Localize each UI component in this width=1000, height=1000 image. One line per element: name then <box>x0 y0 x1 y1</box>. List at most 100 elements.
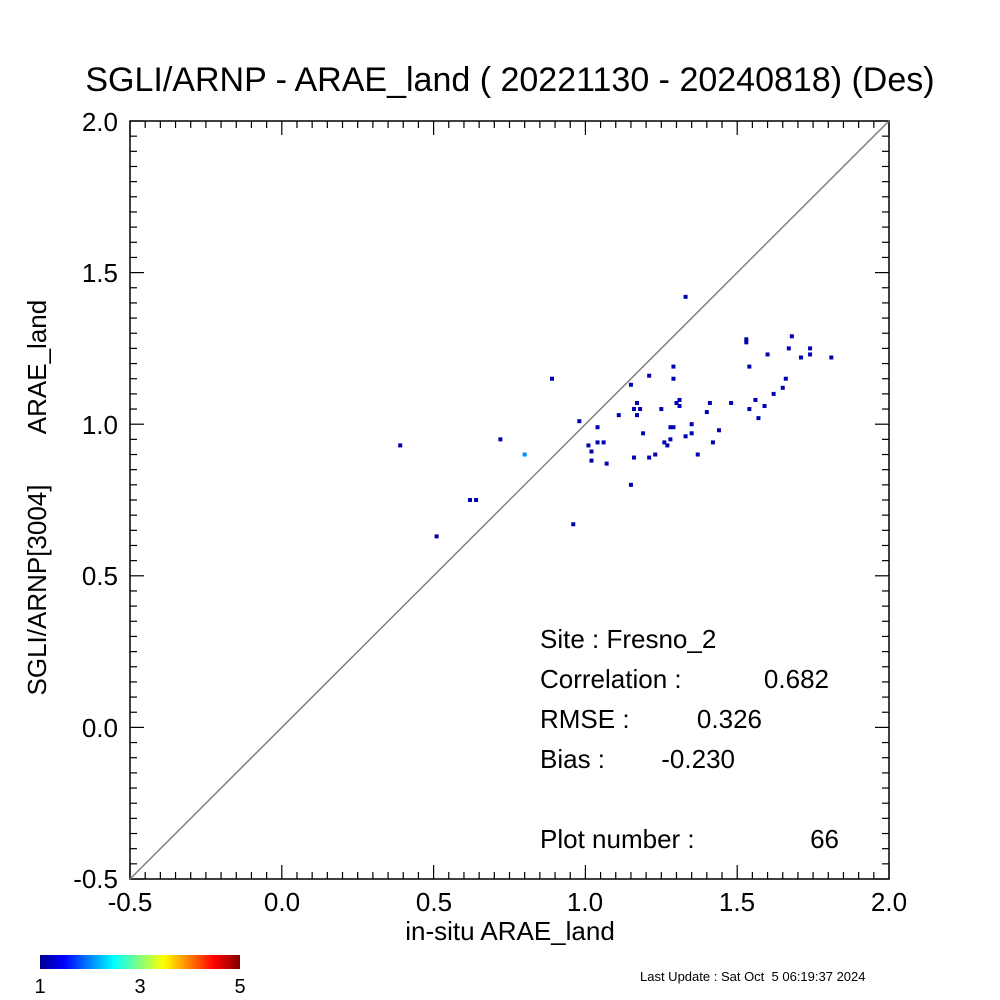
data-point <box>595 425 600 430</box>
data-point <box>474 498 479 502</box>
data-point <box>677 404 682 409</box>
one-to-one-line <box>129 120 890 880</box>
data-point <box>647 373 652 378</box>
data-point <box>695 452 700 457</box>
data-point <box>616 413 621 418</box>
data-point <box>744 337 749 342</box>
plot-number-label: Plot number : <box>540 824 695 854</box>
data-point <box>522 452 527 457</box>
data-point <box>756 416 761 421</box>
data-point <box>753 397 758 402</box>
data-point <box>635 400 640 405</box>
data-points <box>398 294 834 539</box>
data-point <box>683 434 688 439</box>
colorbar-min-label: 1 <box>34 976 45 998</box>
data-point <box>765 352 770 357</box>
data-point <box>747 364 752 369</box>
bias-label: Bias : <box>540 744 605 774</box>
x-tick-label: 1.0 <box>567 887 603 917</box>
chart-title: SGLI/ARNP - ARAE_land ( 20221130 - 20240… <box>85 61 934 99</box>
stats-annotation: Site : Fresno_2 Correlation : 0.682 RMSE… <box>540 624 839 854</box>
y-axis-label-line2: ARAE_land <box>22 300 52 434</box>
data-point <box>744 340 749 345</box>
axis-ticks <box>129 120 890 880</box>
data-point <box>747 407 752 412</box>
y-tick-label: 0.0 <box>82 713 118 743</box>
data-point <box>689 431 694 436</box>
data-point <box>647 455 652 460</box>
x-tick-label: -0.5 <box>108 887 153 917</box>
correlation-label: Correlation : <box>540 664 682 694</box>
data-point <box>808 352 813 357</box>
data-point <box>604 461 609 466</box>
data-point <box>589 458 594 463</box>
data-point <box>468 498 473 502</box>
x-tick-label: 2.0 <box>871 887 907 917</box>
data-point <box>762 404 767 409</box>
correlation-value: 0.682 <box>764 664 829 694</box>
data-point <box>628 382 633 387</box>
data-point <box>674 400 679 405</box>
data-point <box>689 422 694 427</box>
data-point <box>589 449 594 454</box>
site-label: Site : Fresno_2 <box>540 624 716 654</box>
data-point <box>668 425 673 430</box>
data-point <box>665 443 670 448</box>
data-point <box>638 407 643 412</box>
data-point <box>771 391 776 396</box>
data-point <box>628 482 633 487</box>
data-point <box>786 346 791 351</box>
data-point <box>808 346 813 351</box>
data-point <box>586 443 591 448</box>
data-point <box>434 534 439 539</box>
data-point <box>707 400 712 405</box>
data-point <box>595 440 600 445</box>
data-point <box>635 413 640 418</box>
colorbar-mid-label: 3 <box>134 976 145 998</box>
data-point <box>671 376 676 381</box>
bias-value: -0.230 <box>661 744 735 774</box>
data-point <box>780 385 785 390</box>
data-point <box>577 419 582 424</box>
colorbar-max-label: 5 <box>234 976 245 998</box>
data-point <box>653 452 658 457</box>
data-point <box>677 397 682 402</box>
y-axis-label-line1: SGLI/ARNP[3004] <box>22 485 52 696</box>
data-point <box>671 364 676 369</box>
data-point <box>571 522 576 527</box>
rmse-value: 0.326 <box>697 704 762 734</box>
y-tick-label: 1.5 <box>82 258 118 288</box>
data-point <box>550 376 555 381</box>
y-tick-label: 2.0 <box>82 107 118 137</box>
data-point <box>662 440 667 445</box>
plot-number-value: 66 <box>810 824 839 854</box>
data-point <box>716 428 721 433</box>
data-point <box>789 334 794 339</box>
y-tick-label: -0.5 <box>73 864 118 894</box>
data-point <box>631 407 636 412</box>
y-tick-label: 1.0 <box>82 410 118 440</box>
x-tick-labels: -0.5 0.0 0.5 1.0 1.5 2.0 <box>108 887 907 917</box>
data-point <box>710 440 715 445</box>
data-point <box>498 437 503 442</box>
y-tick-label: 0.5 <box>82 561 118 591</box>
x-axis-label: in-situ ARAE_land <box>405 916 615 946</box>
y-tick-labels: -0.5 0.0 0.5 1.0 1.5 2.0 <box>73 107 118 894</box>
data-point <box>704 410 709 415</box>
data-point <box>671 425 676 430</box>
last-update-text: Last Update : Sat Oct 5 06:19:37 2024 <box>640 969 866 984</box>
data-point <box>783 376 788 381</box>
data-point <box>631 455 636 460</box>
data-point <box>729 400 734 405</box>
data-point <box>601 440 606 445</box>
data-point <box>659 407 664 412</box>
colorbar-gradient <box>40 955 240 969</box>
x-tick-label: 0.5 <box>416 887 452 917</box>
data-point <box>668 437 673 442</box>
x-tick-label: 1.5 <box>719 887 755 917</box>
data-point <box>829 355 834 360</box>
data-point <box>798 355 803 360</box>
data-point <box>398 443 403 448</box>
rmse-label: RMSE : <box>540 704 630 734</box>
